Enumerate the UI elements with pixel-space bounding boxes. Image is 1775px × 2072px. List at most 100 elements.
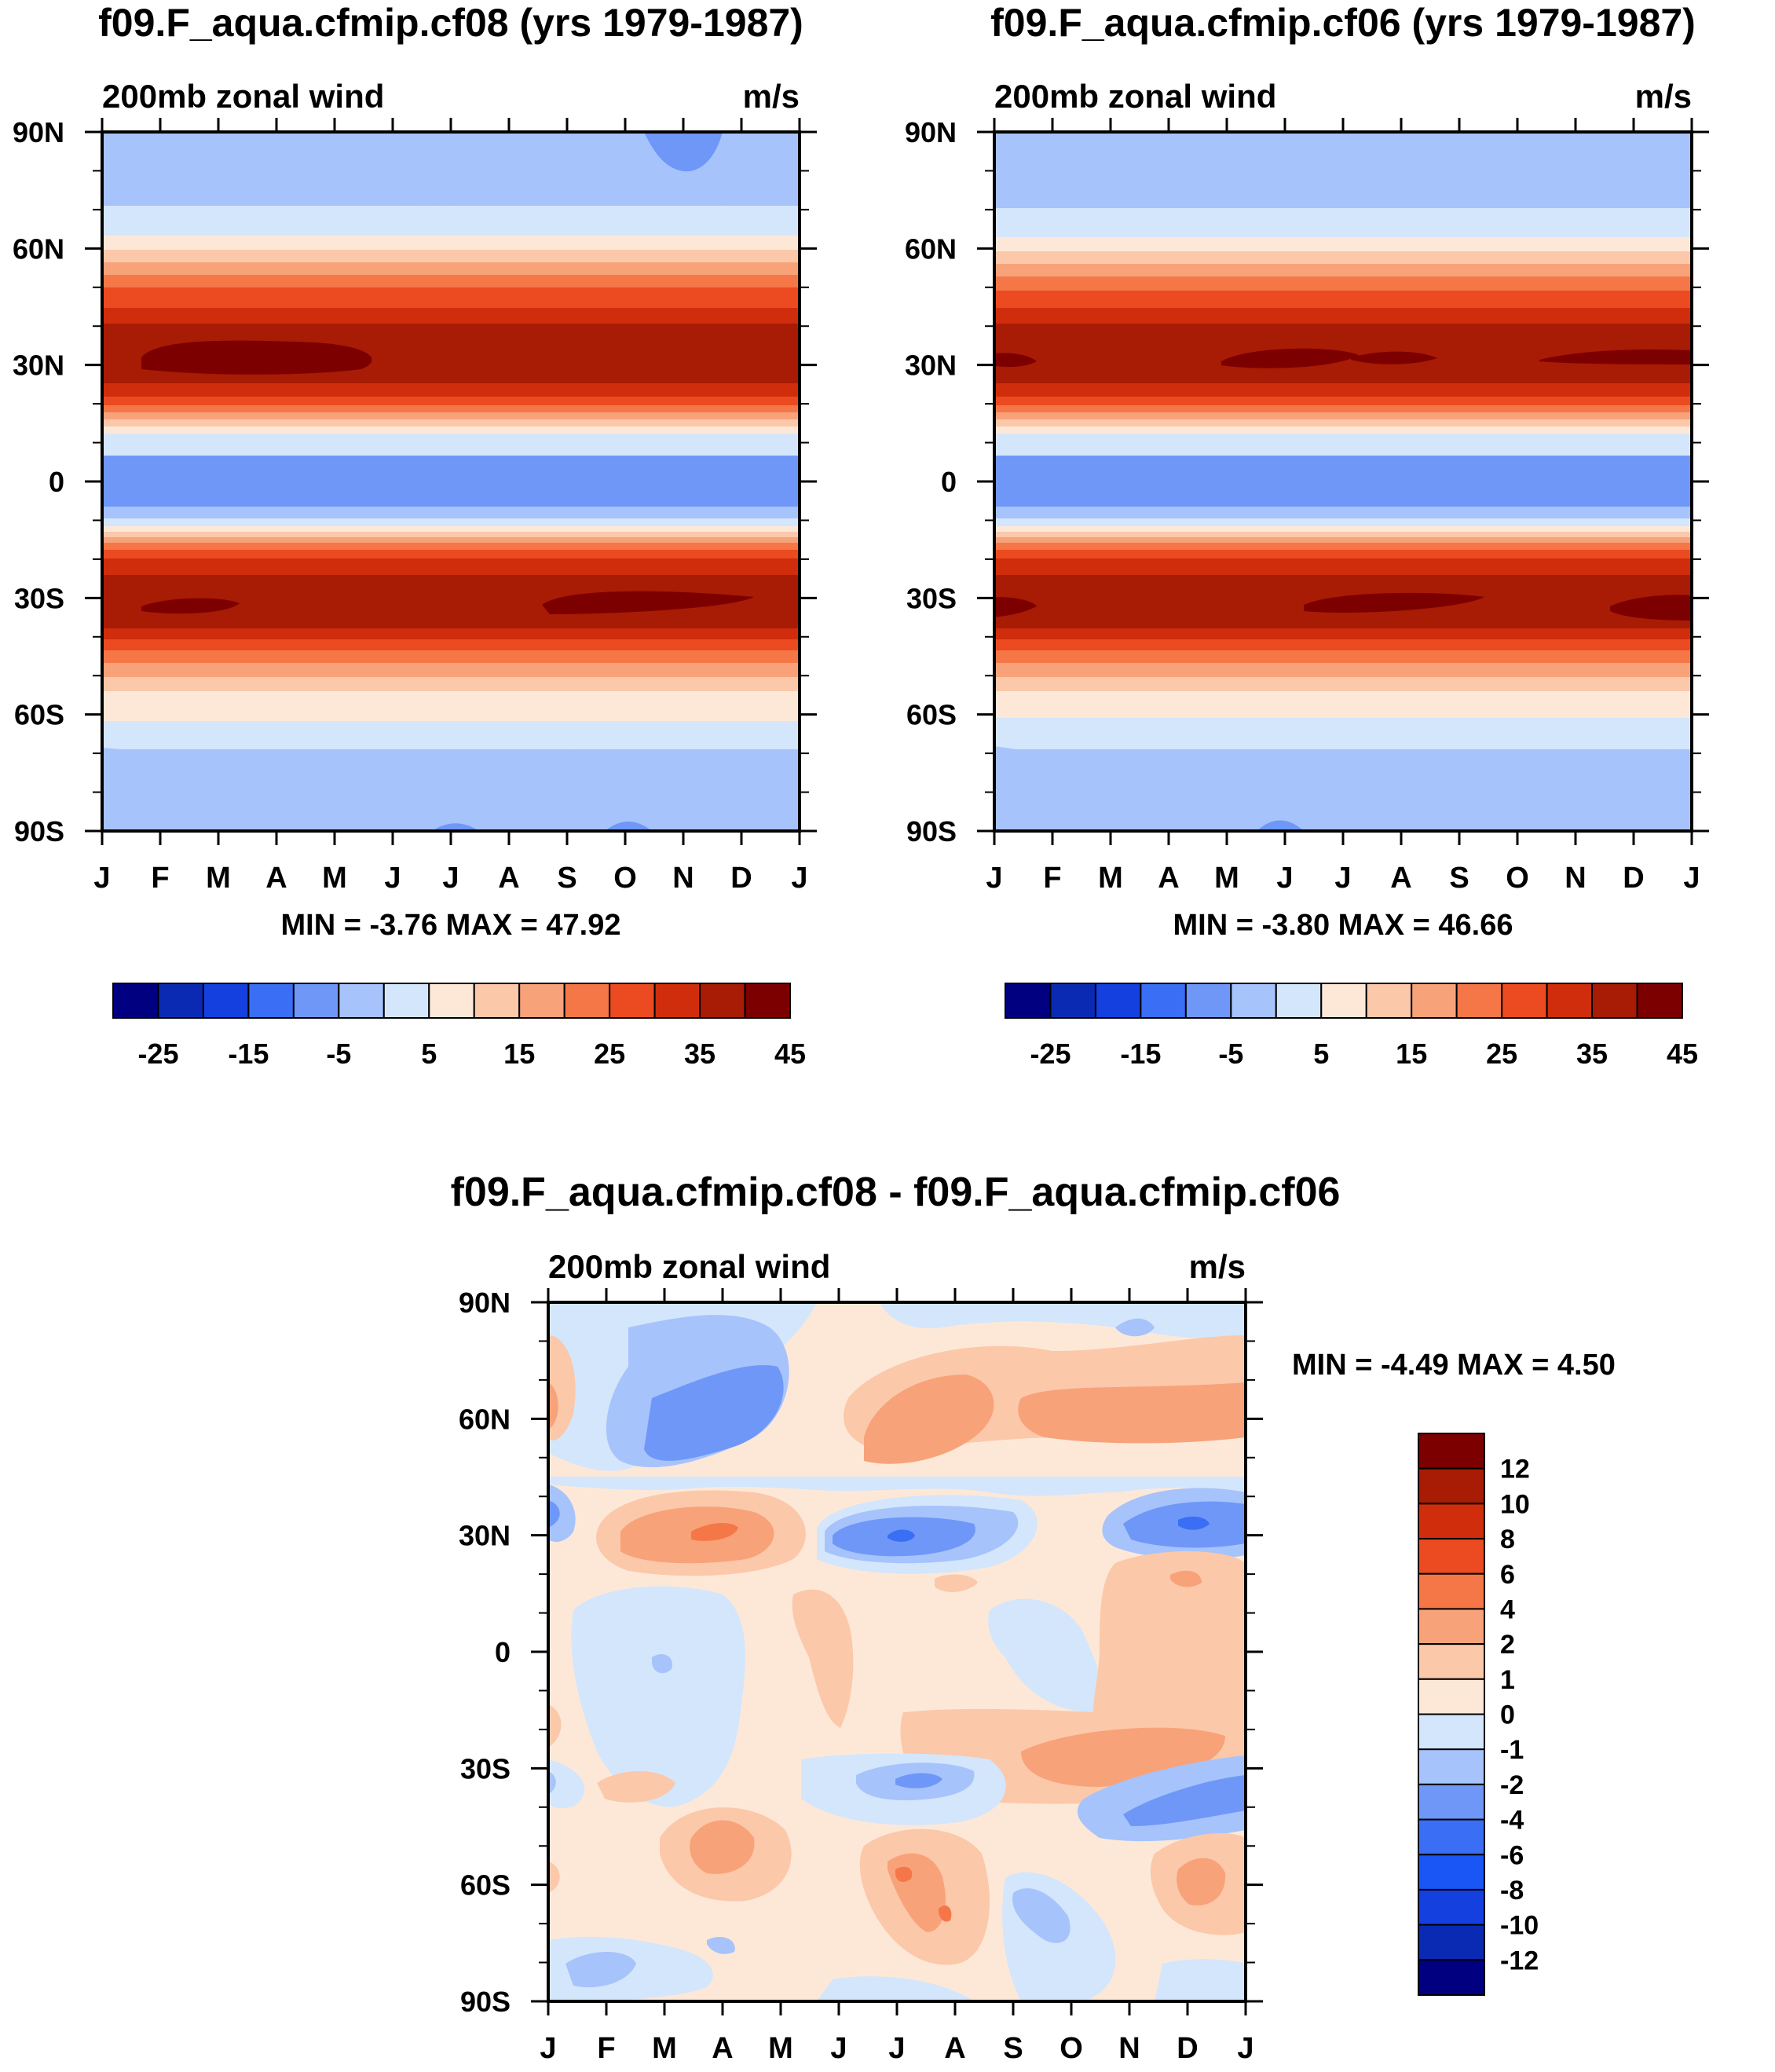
x-tick-label: J <box>442 862 459 895</box>
x-tick-label: O <box>1060 2032 1083 2065</box>
x-tick-label: A <box>1158 862 1179 895</box>
colorbar-cell <box>112 983 159 1019</box>
colorbar-cell <box>1591 983 1638 1019</box>
colorbar-label: -10 <box>1500 1911 1539 1941</box>
x-tick-label: A <box>498 862 519 895</box>
colorbar-label: -25 <box>1030 1038 1070 1070</box>
x-tick-label: O <box>613 862 637 895</box>
y-tick-label: 60N <box>13 232 64 265</box>
colorbar-cell <box>1418 1959 1485 1996</box>
colorbar-label: -5 <box>1218 1038 1243 1070</box>
colorbar-label: -4 <box>1500 1806 1524 1836</box>
colorbar-cell <box>1418 1748 1485 1785</box>
colorbar-label: 45 <box>1667 1038 1698 1070</box>
colorbar-label: 8 <box>1500 1525 1515 1554</box>
x-tick-label: M <box>652 2032 677 2065</box>
panel-diff-subtitle-right: m/s <box>1189 1248 1246 1285</box>
panel-diff-stats: MIN = -4.49 MAX = 4.50 <box>1292 1349 1616 1382</box>
y-tick-label: 0 <box>941 466 957 498</box>
y-tick-label: 90N <box>13 116 64 148</box>
colorbar-cell <box>518 983 565 1019</box>
colorbar-cell <box>1094 983 1142 1019</box>
colorbar-label: 25 <box>594 1038 625 1070</box>
x-tick-label: N <box>672 862 694 895</box>
y-tick-label: 90S <box>906 815 957 847</box>
colorbar-cell <box>699 983 746 1019</box>
x-tick-label: J <box>1237 2032 1253 2065</box>
colorbar-cell <box>157 983 204 1019</box>
colorbar-cell <box>1455 983 1503 1019</box>
y-tick-label: 90N <box>459 1287 511 1319</box>
panel-cf08-stats: MIN = -3.76 MAX = 47.92 <box>281 909 621 942</box>
panel-cf06-colorbar: -25 -15 -5 5 15 25 35 45 <box>1005 983 1698 1070</box>
colorbar-cell <box>1636 983 1684 1019</box>
colorbar-cell <box>609 983 656 1019</box>
x-tick-label: M <box>206 862 231 895</box>
colorbar-label: 1 <box>1500 1665 1515 1695</box>
colorbar-cell <box>1320 983 1367 1019</box>
colorbar-cell <box>473 983 521 1019</box>
x-tick-label: J <box>986 862 1002 895</box>
colorbar-label: -1 <box>1500 1735 1524 1765</box>
y-tick-label: 90N <box>905 116 957 148</box>
colorbar-cell <box>338 983 385 1019</box>
colorbar-cell <box>563 983 611 1019</box>
colorbar-cell <box>292 983 340 1019</box>
colorbar-cell <box>1418 1467 1485 1505</box>
y-tick-label: 60S <box>906 699 957 731</box>
x-tick-label: J <box>791 862 807 895</box>
colorbar-label: -15 <box>228 1038 269 1070</box>
panel-cf08-field <box>102 132 800 831</box>
colorbar-cell <box>1418 1608 1485 1646</box>
colorbar-cell <box>653 983 701 1019</box>
x-tick-label: D <box>730 862 752 895</box>
x-tick-label: F <box>1043 862 1061 895</box>
x-tick-label: J <box>1334 862 1351 895</box>
panel-cf08-subtitle-left: 200mb zonal wind <box>102 78 384 115</box>
colorbar-cell <box>1501 983 1548 1019</box>
colorbar-cell <box>1418 1572 1485 1610</box>
panel-cf08: f09.F_aqua.cfmip.cf08 (yrs 1979-1987) 20… <box>13 1 817 1070</box>
x-tick-label: J <box>384 862 401 895</box>
colorbar-cell <box>1230 983 1277 1019</box>
colorbar-cell <box>1005 983 1052 1019</box>
colorbar-cell <box>1418 1678 1485 1715</box>
colorbar-label: -12 <box>1500 1946 1539 1975</box>
x-tick-label: D <box>1623 862 1644 895</box>
panel-cf08-colorbar: -25 -15 -5 5 15 25 35 45 <box>112 983 806 1070</box>
colorbar-label: 25 <box>1486 1038 1517 1070</box>
x-tick-label: S <box>557 862 576 895</box>
panel-cf06-stats: MIN = -3.80 MAX = 46.66 <box>1173 909 1513 942</box>
panel-cf06: f09.F_aqua.cfmip.cf06 (yrs 1979-1987) 20… <box>905 1 1709 1070</box>
x-tick-label: A <box>1390 862 1411 895</box>
y-tick-label: 90S <box>460 1986 511 2018</box>
colorbar-cell <box>1418 1643 1485 1680</box>
panel-cf08-subtitle-right: m/s <box>743 78 800 115</box>
x-tick-label: J <box>1276 862 1293 895</box>
x-tick-label: D <box>1177 2032 1198 2065</box>
x-tick-label: F <box>597 2032 615 2065</box>
x-tick-label: N <box>1118 2032 1140 2065</box>
colorbar-label: -15 <box>1120 1038 1161 1070</box>
colorbar-cell <box>1418 1783 1485 1821</box>
x-tick-label: S <box>1449 862 1469 895</box>
y-tick-label: 60S <box>460 1869 511 1902</box>
colorbar-cell <box>1546 983 1594 1019</box>
colorbar-label: 5 <box>421 1038 437 1070</box>
x-tick-label: J <box>888 2032 905 2065</box>
y-tick-label: 60N <box>905 232 957 265</box>
panel-cf06-subtitle-right: m/s <box>1635 78 1692 115</box>
colorbar-cell <box>1418 1433 1485 1470</box>
y-tick-label: 30S <box>14 582 64 614</box>
x-tick-label: N <box>1565 862 1586 895</box>
colorbar-cell <box>247 983 295 1019</box>
colorbar-label: 12 <box>1500 1455 1530 1484</box>
colorbar-cell <box>1418 1854 1485 1891</box>
colorbar-cell <box>1365 983 1413 1019</box>
colorbar-label: -6 <box>1500 1840 1524 1870</box>
colorbar-label: 15 <box>503 1038 535 1070</box>
colorbar-label: 4 <box>1500 1594 1515 1624</box>
colorbar-cell <box>1418 1924 1485 1961</box>
colorbar-cell <box>1184 983 1232 1019</box>
y-tick-label: 30N <box>13 350 64 382</box>
